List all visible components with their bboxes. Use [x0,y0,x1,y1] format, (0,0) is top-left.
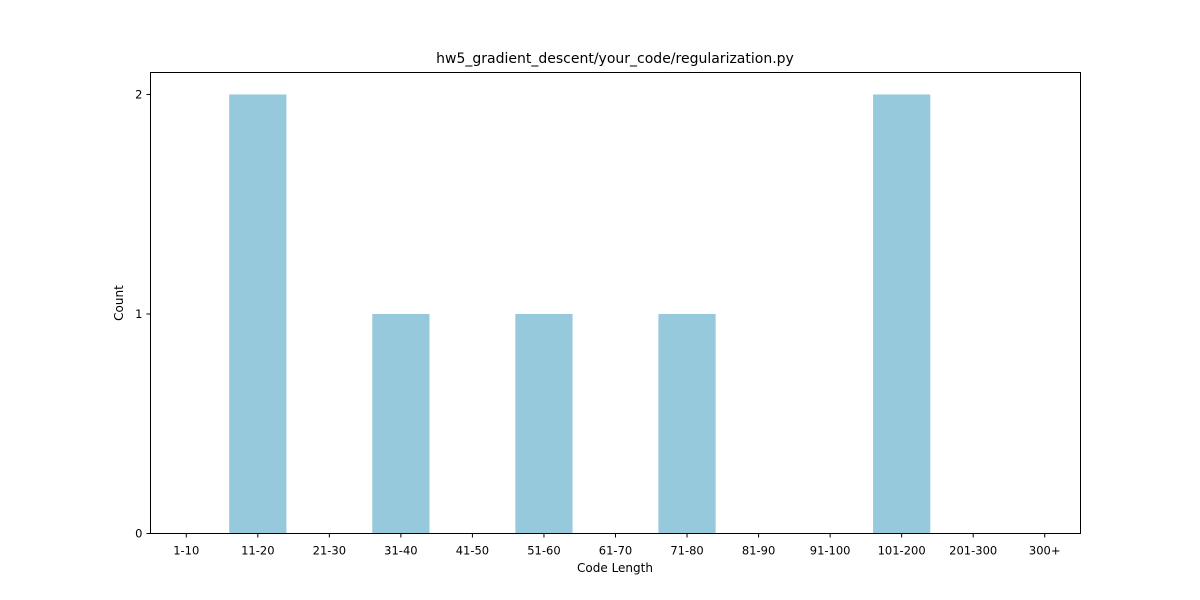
bar-101-200 [873,94,931,534]
x-tick-label: 41-50 [456,544,489,558]
x-tick-label: 51-60 [527,544,560,558]
x-tick-label: 21-30 [313,544,346,558]
y-axis-ticks: 0 1 2 [135,87,151,541]
bar-71-80 [658,313,716,534]
x-tick-label: 300+ [1029,544,1061,558]
x-tick-label: 91-100 [810,544,851,558]
y-tick-label: 1 [135,307,142,321]
y-tick-label: 2 [135,87,142,101]
y-axis-label: Count [112,285,126,321]
y-tick-label: 0 [135,527,142,541]
x-tick-label: 1-10 [173,544,199,558]
bar-11-20 [229,94,287,534]
chart-title: hw5_gradient_descent/your_code/regulariz… [436,51,794,67]
x-tick-label: 101-200 [878,544,926,558]
x-tick-label: 31-40 [384,544,417,558]
x-tick-label: 201-300 [949,544,997,558]
x-tick-label: 71-80 [670,544,703,558]
bar-51-60 [515,313,573,534]
x-tick-label: 81-90 [742,544,775,558]
x-tick-label: 11-20 [241,544,274,558]
bars-group [229,94,931,534]
bar-31-40 [372,313,430,534]
x-axis-label: Code Length [577,561,653,575]
plot-area-frame [150,72,1081,534]
x-tick-label: 61-70 [599,544,632,558]
x-axis-ticks: 1-10 11-20 21-30 31-40 41-50 51-60 61-70 71-80 8… [173,533,1061,558]
